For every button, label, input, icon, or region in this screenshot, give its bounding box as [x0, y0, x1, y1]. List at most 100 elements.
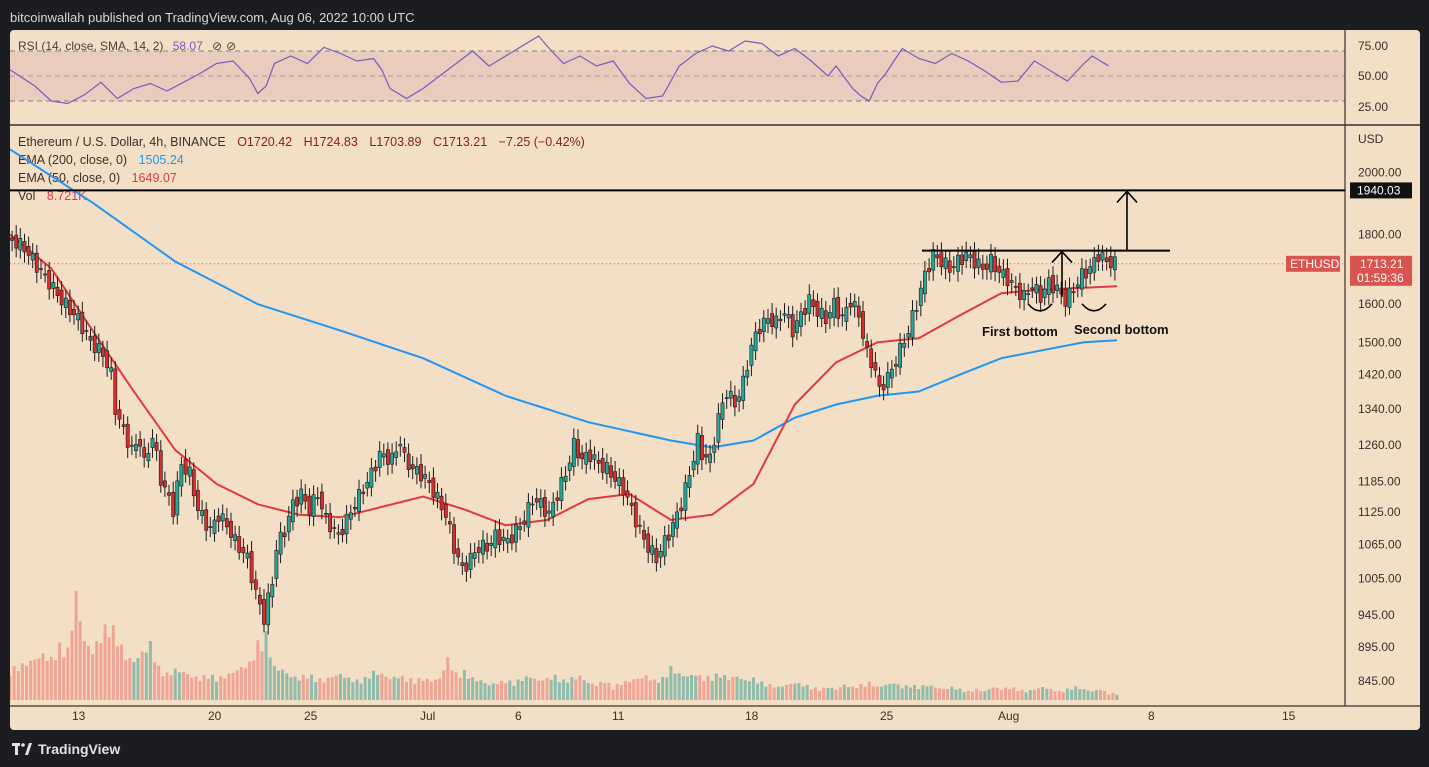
candle: [377, 441, 382, 477]
candle: [419, 454, 423, 489]
volume-bar: [913, 685, 917, 700]
price-chart[interactable]: RSI (14, close, SMA, 14, 2) 58.07 ⊘ ⊘ 75.…: [10, 30, 1420, 730]
candle: [398, 436, 403, 457]
candle: [216, 508, 221, 532]
candle: [456, 538, 461, 566]
candle: [34, 245, 39, 283]
candle: [319, 483, 324, 520]
candle: [604, 453, 609, 484]
volume-bar: [1082, 689, 1086, 700]
candle: [778, 310, 783, 331]
candle: [894, 356, 898, 377]
candle: [22, 233, 27, 263]
candle: [761, 310, 766, 343]
volume-bar: [400, 676, 404, 700]
volume-bar: [826, 688, 830, 700]
volume-bar: [272, 666, 276, 700]
volume-bar: [277, 670, 280, 700]
volume-bar: [950, 686, 954, 700]
candle: [509, 524, 514, 551]
symbol-badge-text: ETHUSD: [1290, 257, 1340, 271]
tradingview-logo-icon: [12, 743, 32, 755]
volume-bar: [706, 675, 710, 700]
volume-bar: [58, 642, 62, 700]
volume-bar: [219, 676, 223, 700]
volume-bar: [524, 676, 528, 700]
candle: [220, 504, 225, 531]
volume-bar: [338, 673, 342, 700]
volume-bar: [566, 682, 570, 700]
volume-bar: [586, 683, 590, 700]
volume-bar: [1024, 692, 1028, 700]
publisher-line: bitcoinwallah published on TradingView.c…: [10, 10, 415, 25]
volume-bar: [937, 688, 941, 700]
volume-bar: [1028, 690, 1032, 700]
volume-bar: [380, 673, 384, 700]
candle: [125, 416, 130, 459]
volume-bar: [260, 651, 264, 700]
candle: [121, 414, 126, 435]
volume-bar: [632, 679, 636, 700]
volume-bar: [128, 658, 132, 700]
countdown-text: 01:59:36: [1357, 271, 1404, 285]
candle: [179, 457, 184, 497]
candle: [489, 535, 494, 557]
candle: [646, 526, 651, 563]
volume-bar: [91, 654, 95, 700]
time-tick: 8: [1148, 709, 1155, 723]
resistance-badge-text: 1940.03: [1357, 183, 1401, 197]
volume-bar: [297, 680, 301, 700]
volume-bar: [376, 675, 380, 700]
volume-bar: [293, 676, 297, 700]
candle: [30, 243, 35, 269]
rsi-value: 58.07: [173, 39, 203, 53]
rsi-line: [10, 35, 1110, 105]
candles: [10, 225, 1117, 635]
volume-bar: [917, 689, 921, 700]
candle: [1034, 276, 1039, 304]
volume-bar: [264, 631, 268, 700]
candle: [431, 467, 436, 505]
candle: [410, 456, 415, 480]
volume-bar: [16, 671, 20, 700]
volume-bar: [384, 676, 388, 700]
candle: [947, 251, 952, 282]
candle: [258, 587, 262, 615]
candle: [315, 487, 320, 506]
candle: [927, 258, 932, 281]
volume-bar: [136, 658, 140, 700]
candle: [423, 465, 428, 489]
volume-bar: [607, 682, 611, 700]
volume-bar: [330, 677, 334, 700]
tradingview-brand: TradingView: [38, 741, 121, 757]
candle: [1009, 273, 1014, 294]
candle: [249, 541, 254, 591]
volume-bar: [1004, 687, 1007, 700]
candle: [547, 500, 551, 522]
volume-bars: [10, 590, 1119, 701]
candle: [196, 480, 200, 520]
candle: [1080, 258, 1084, 297]
volume-bar: [49, 656, 53, 700]
candle: [92, 325, 97, 362]
price-tick: 1340.00: [1358, 402, 1402, 416]
volume-bar: [326, 677, 330, 700]
candle: [253, 570, 258, 600]
candle: [1067, 277, 1072, 315]
candle: [270, 576, 275, 608]
volume-bar: [995, 687, 999, 700]
svg-text:EMA (50, close, 0) 164: EMA (50, close, 0) 1649.07: [18, 171, 177, 185]
ohlc-open: O1720.42: [237, 135, 292, 149]
volume-bar: [227, 673, 231, 700]
candle: [183, 449, 188, 483]
candle: [402, 438, 407, 463]
volume-bar: [723, 675, 727, 700]
candle: [1026, 283, 1031, 304]
volume-bar: [239, 667, 243, 700]
volume-bar: [776, 686, 780, 700]
tradingview-footer[interactable]: TradingView: [12, 738, 120, 760]
ema200-value: 1505.24: [139, 153, 184, 167]
candle: [43, 263, 48, 283]
candle: [146, 442, 151, 468]
volume-bar: [305, 678, 309, 700]
